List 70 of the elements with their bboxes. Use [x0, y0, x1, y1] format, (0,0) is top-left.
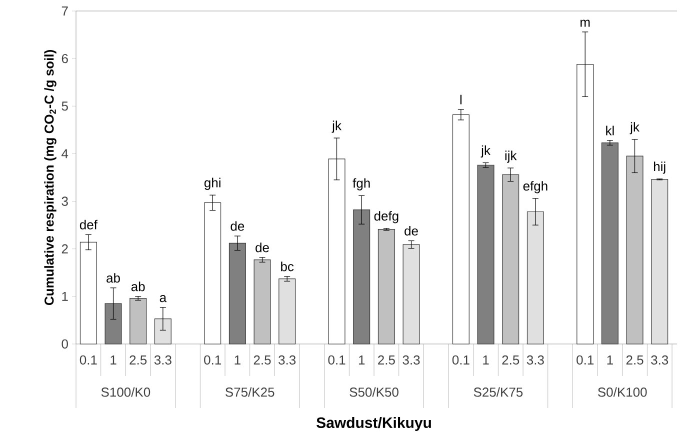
annotation: fgh: [352, 178, 370, 190]
x-tick-label: 0.1: [204, 355, 222, 365]
annotation: jk: [630, 122, 640, 134]
annotation: a: [160, 295, 167, 302]
x-axis-title: Sawdust/Kikuyu: [316, 416, 431, 431]
y-tick-label: 5: [62, 102, 68, 111]
x-tick-label: 2.5: [502, 355, 520, 365]
bar: [254, 259, 271, 344]
annotation: kl: [606, 126, 614, 136]
bar: [204, 202, 222, 344]
bar: [452, 114, 470, 344]
annotation: de: [256, 242, 269, 252]
annotation: ab: [106, 273, 120, 283]
annotation: ijk: [505, 150, 517, 163]
y-tick-label: 2: [62, 244, 68, 254]
text: S100/K0: [101, 387, 150, 397]
x-tick-label: 1: [110, 356, 116, 364]
x-tick-label: 1: [483, 356, 489, 364]
bar: [328, 158, 346, 344]
x-tick-label: 2.5: [254, 355, 271, 365]
annotation: jk: [480, 145, 490, 158]
y-tick-label: 6: [62, 54, 68, 64]
text: S0/K100: [598, 387, 647, 397]
y-tick-label: 3: [62, 196, 68, 206]
x-tick-label: 0.1: [80, 355, 97, 365]
annotation: hij: [654, 162, 666, 174]
bar: [526, 211, 544, 344]
x-tick-label: 2.5: [378, 355, 395, 365]
bar: [576, 64, 594, 344]
annotation: bc: [281, 262, 294, 272]
bar: [502, 174, 520, 344]
annotation: de: [404, 226, 418, 236]
x-tick-label: 3.3: [278, 355, 296, 365]
annotation: efgh: [523, 181, 548, 194]
bar: [651, 179, 668, 344]
x-tick-label: 2.5: [626, 355, 644, 365]
y-tick-label: 4: [62, 149, 68, 158]
bar: [278, 278, 296, 344]
y-tick-label: 0: [62, 339, 68, 349]
annotation: def: [80, 220, 98, 230]
y-tick-label: 7: [62, 6, 68, 16]
text: S25/K75: [474, 387, 523, 397]
x-tick-label: 2.5: [130, 355, 147, 365]
x-tick-label: 3.3: [526, 355, 544, 365]
x-tick-label: 3.3: [651, 355, 668, 365]
bar: [626, 156, 644, 344]
text: S50/K50: [350, 387, 398, 397]
annotation: defg: [374, 211, 398, 224]
x-tick-label: 0.1: [328, 355, 346, 365]
x-tick-label: 1: [358, 356, 365, 364]
x-tick-label: 1: [234, 356, 240, 364]
text: S75/K25: [226, 387, 274, 397]
y-tick-label: 1: [62, 292, 68, 301]
x-tick-label: 3.3: [154, 355, 172, 365]
bar: [80, 242, 97, 344]
annotation: ab: [131, 282, 145, 292]
x-tick-label: 0.1: [452, 355, 470, 365]
x-tick-label: 0.1: [576, 355, 594, 365]
annotation: de: [230, 221, 244, 231]
annotation: jk: [332, 120, 342, 133]
bar: [154, 318, 172, 344]
y-axis-title: Cumulative respiration (mg CO$_{2}$-C /g soil): [44, 50, 56, 306]
x-tick-label: 3.3: [402, 355, 420, 365]
annotation: ghi: [204, 178, 220, 190]
annotation: l: [460, 94, 462, 104]
bar: [402, 244, 420, 344]
annotation: m: [580, 20, 590, 27]
bar: [130, 298, 147, 344]
bar: [378, 229, 395, 344]
x-tick-label: 1: [607, 356, 613, 364]
